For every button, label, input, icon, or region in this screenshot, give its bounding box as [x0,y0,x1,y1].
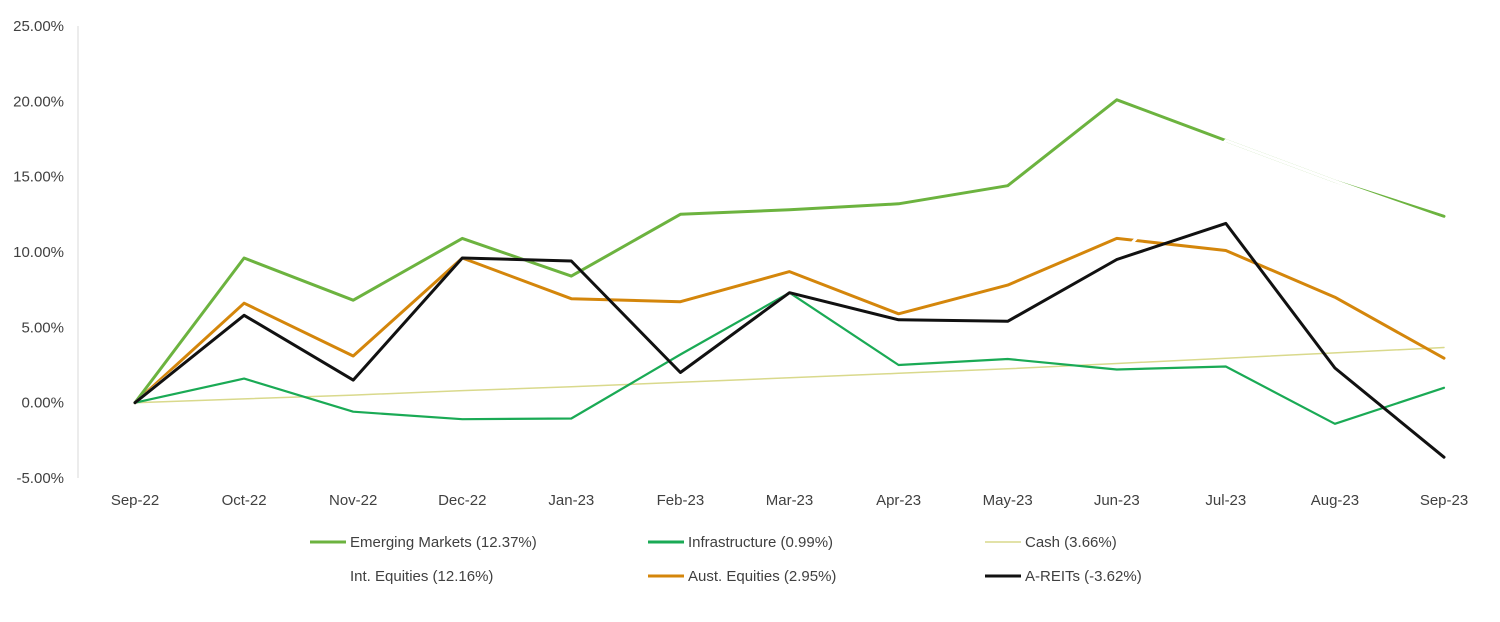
y-tick-label: 20.00% [13,93,64,110]
x-tick-label: Sep-23 [1420,492,1468,509]
y-tick-label: 5.00% [21,319,64,336]
x-tick-label: Jul-23 [1205,492,1246,509]
x-tick-label: Aug-23 [1311,492,1359,509]
legend-label-intl: Int. Equities (12.16%) [350,568,493,585]
x-tick-label: Jan-23 [548,492,594,509]
x-tick-label: Feb-23 [657,492,705,509]
plot-area [133,98,1446,459]
legend-label-infrastructure: Infrastructure (0.99%) [688,534,833,551]
y-tick-label: 15.00% [13,169,64,186]
x-axis: Sep-22 Oct-22 Nov-22 Dec-22 Jan-23 Feb-23 Mar-… [111,492,1468,509]
series-line-areits [133,221,1446,459]
legend-label-areits: A-REITs (-3.62%) [1025,568,1142,585]
x-tick-label: Mar-23 [766,492,814,509]
y-tick-label: 10.00% [13,244,64,261]
series-line-aust [133,236,1446,405]
series-line-infrastructure [133,291,1446,425]
x-tick-label: Oct-22 [222,492,267,509]
x-tick-label: Sep-22 [111,492,159,509]
x-tick-label: Dec-22 [438,492,486,509]
legend-label-aust: Aust. Equities (2.95%) [688,568,836,585]
x-tick-label: May-23 [983,492,1033,509]
x-tick-label: Apr-23 [876,492,921,509]
x-tick-label: Nov-22 [329,492,377,509]
x-tick-label: Jun-23 [1094,492,1140,509]
legend-label-cash: Cash (3.66%) [1025,534,1117,551]
y-axis: 25.00% 20.00% 15.00% 10.00% 5.00% 0.00% -5.00% [13,18,79,487]
y-tick-label: 0.00% [21,395,64,412]
series-line-cash [134,346,1445,404]
y-tick-label: 25.00% [13,18,64,35]
y-tick-label: -5.00% [16,470,64,487]
legend: Emerging Markets (12.37%) Infrastructure … [310,534,1142,585]
legend-label-emerging: Emerging Markets (12.37%) [350,534,537,551]
